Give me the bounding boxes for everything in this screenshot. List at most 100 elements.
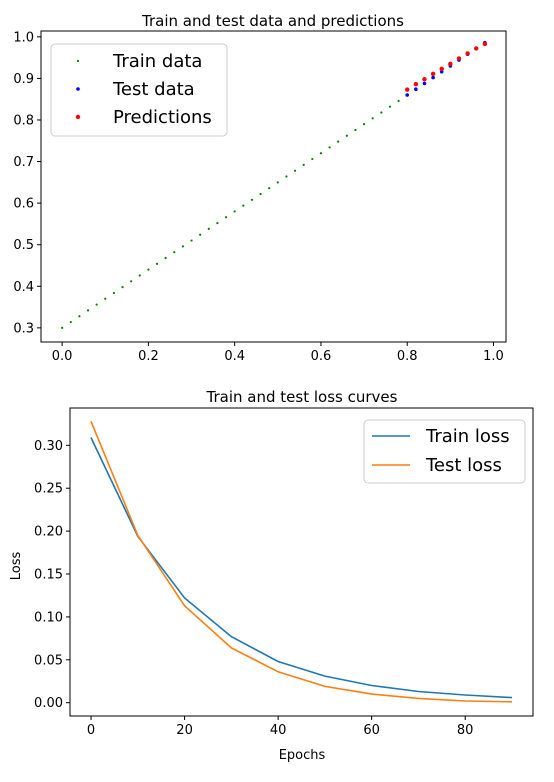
point-predictions — [465, 51, 470, 56]
x-tick-label: 60 — [363, 723, 380, 738]
point-train-data — [268, 187, 271, 190]
chart-title: Train and test data and predictions — [141, 12, 404, 30]
y-tick-label: 0.00 — [34, 696, 63, 711]
x-tick-label: 0.4 — [224, 349, 245, 364]
legend: Train data Test data Predictions — [50, 43, 228, 137]
point-train-data — [78, 315, 81, 318]
y-tick-label: 0.10 — [34, 610, 63, 625]
x-tick-label: 0.8 — [397, 349, 418, 364]
legend-label: Predictions — [113, 107, 212, 128]
y-tick-label: 0.4 — [13, 280, 34, 295]
line-train-loss — [90, 437, 513, 699]
x-tick-label: 0.6 — [311, 349, 332, 364]
point-train-data — [69, 320, 72, 324]
y-tick-label: 0.7 — [13, 155, 34, 170]
point-train-data — [112, 291, 115, 295]
point-predictions — [474, 46, 479, 51]
plot-frame — [69, 407, 534, 717]
point-predictions — [422, 77, 427, 82]
x-tick-label: 0 — [87, 723, 95, 738]
point-train-data — [259, 192, 262, 196]
point-train-data — [302, 163, 305, 166]
point-train-data — [147, 268, 150, 271]
legend-label: Test loss — [425, 455, 502, 476]
point-train-data — [86, 309, 90, 312]
x-tick-label: 20 — [176, 723, 193, 738]
y-tick-label: 0.5 — [13, 238, 34, 253]
point-train-data — [242, 204, 245, 207]
x-tick-label: 80 — [457, 723, 474, 738]
point-train-data — [181, 245, 185, 248]
point-train-data — [138, 274, 141, 277]
legend-label: Test data — [112, 79, 195, 100]
point-train-data — [388, 105, 392, 108]
point-train-data — [397, 99, 400, 102]
point-train-data — [155, 262, 159, 265]
point-train-data — [276, 181, 279, 184]
point-predictions — [439, 66, 444, 72]
y-tick-label: 0.20 — [34, 525, 63, 540]
point-train-data — [362, 123, 366, 126]
point-train-data — [216, 221, 219, 225]
point-train-data — [224, 216, 228, 219]
legend-marker — [76, 87, 80, 91]
point-train-data — [250, 198, 254, 201]
point-test-data — [431, 75, 435, 80]
x-axis-label: Epochs — [279, 748, 326, 763]
y-tick-label: 0.05 — [34, 653, 63, 668]
point-test-data — [439, 69, 444, 74]
scatter-chart-train-test-predictions: Train and test data and predictions 0.0 0… — [13, 12, 507, 364]
point-train-data — [371, 117, 374, 120]
point-predictions — [413, 82, 419, 87]
point-test-data — [422, 81, 427, 86]
point-train-data — [285, 175, 288, 178]
point-train-data — [354, 128, 357, 132]
point-predictions — [448, 61, 453, 67]
point-test-data — [414, 87, 418, 92]
point-train-data — [293, 169, 297, 172]
point-train-data — [190, 239, 193, 242]
point-predictions — [405, 87, 410, 92]
legend-label: Train data — [112, 51, 202, 72]
legend-marker — [75, 114, 81, 120]
chart-title: Train and test loss curves — [206, 388, 398, 406]
point-train-data — [207, 227, 210, 231]
x-tick-label: 1.0 — [483, 349, 504, 364]
line-test-loss — [90, 420, 513, 703]
line-chart-loss-curves: Train and test loss curves Epochs Loss 0… — [9, 388, 534, 763]
point-train-data — [164, 256, 167, 260]
point-predictions — [456, 56, 462, 61]
point-test-data — [405, 93, 410, 97]
legend-label: Train loss — [425, 426, 510, 447]
point-train-data — [311, 157, 314, 161]
point-train-data — [233, 210, 236, 213]
point-train-data — [345, 134, 348, 137]
point-train-data — [319, 152, 323, 155]
y-tick-label: 0.9 — [13, 72, 34, 87]
y-tick-label: 0.3 — [13, 321, 34, 336]
x-tick-label: 40 — [270, 723, 287, 738]
y-tick-label: 1.0 — [13, 30, 34, 45]
point-train-data — [328, 146, 331, 149]
point-train-data — [104, 297, 107, 300]
y-axis-label: Loss — [9, 552, 24, 581]
legend-marker — [76, 59, 80, 63]
point-train-data — [173, 251, 176, 254]
y-tick-label: 0.30 — [34, 439, 63, 454]
y-tick-label: 0.6 — [13, 197, 34, 212]
x-tick-label: 0.0 — [52, 349, 73, 364]
plot-frame — [40, 30, 507, 343]
x-tick-label: 0.2 — [138, 349, 159, 364]
y-tick-label: 0.25 — [34, 482, 63, 497]
point-predictions — [482, 41, 488, 47]
point-train-data — [61, 326, 64, 329]
legend: Train loss Test loss — [363, 419, 526, 484]
point-train-data — [130, 280, 133, 283]
y-tick-label: 0.15 — [34, 568, 63, 583]
point-train-data — [380, 111, 383, 114]
point-train-data — [337, 140, 340, 143]
y-tick-label: 0.8 — [13, 113, 34, 128]
point-train-data — [199, 233, 202, 236]
point-predictions — [430, 71, 436, 77]
